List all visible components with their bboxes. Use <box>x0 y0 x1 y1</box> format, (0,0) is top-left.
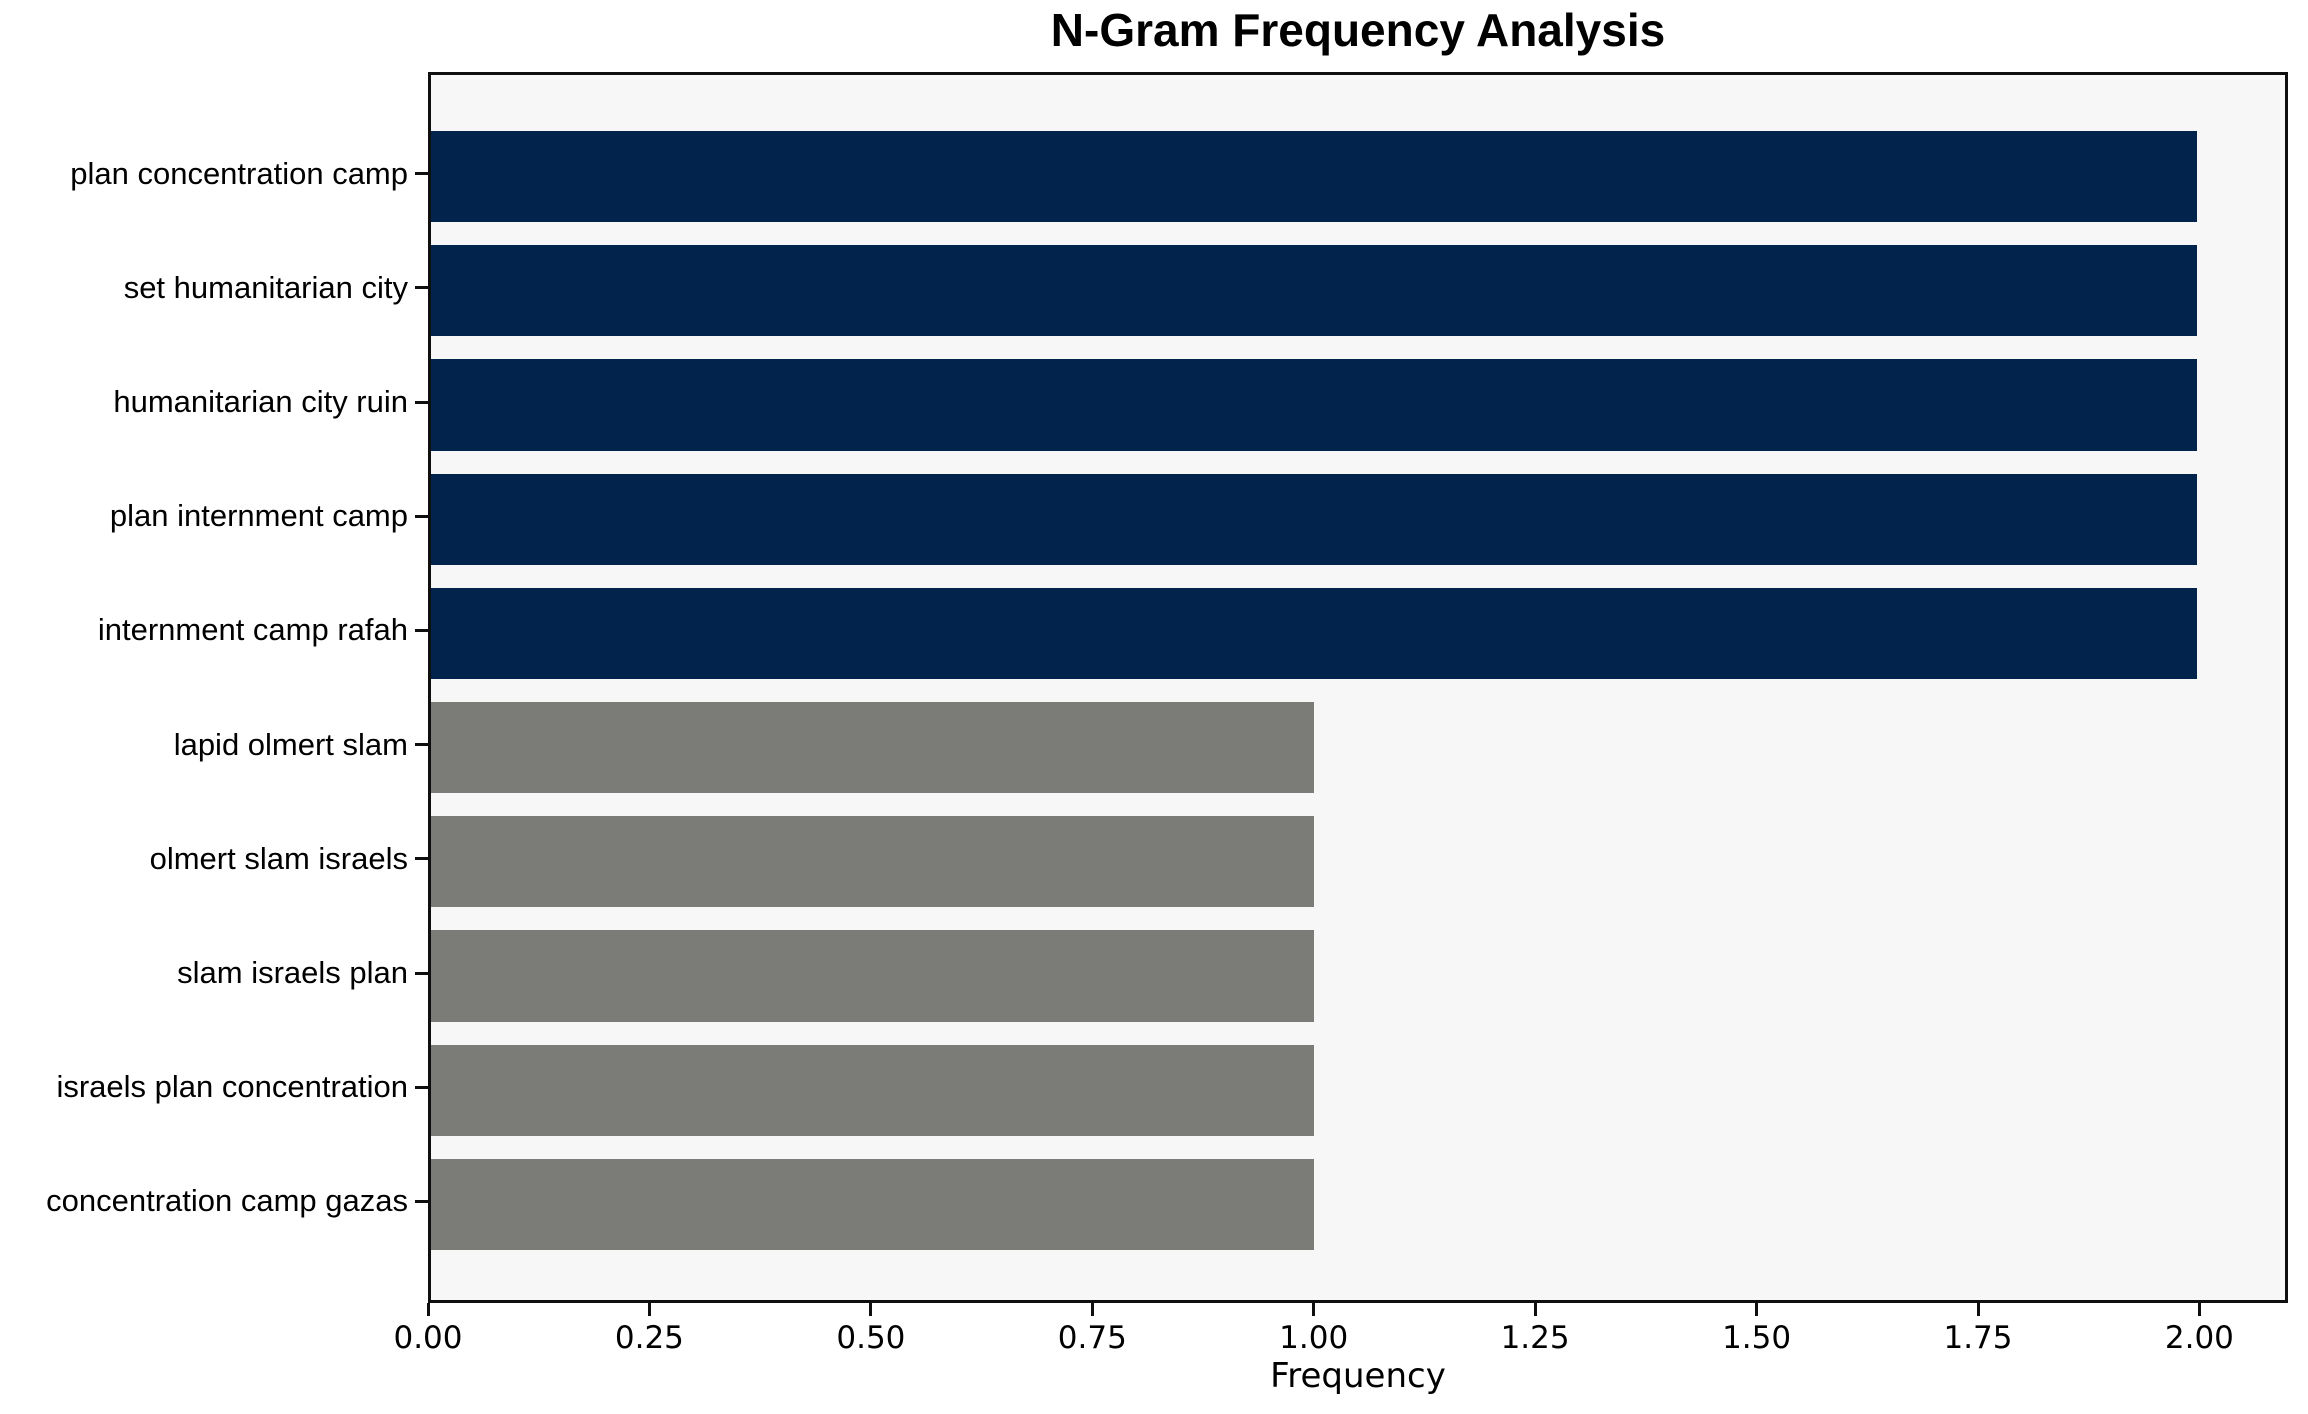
y-axis-tick <box>415 514 428 518</box>
x-tick-label: 1.25 <box>1500 1320 1570 1356</box>
x-axis-tick <box>2197 1303 2201 1316</box>
x-axis-tick <box>869 1303 873 1316</box>
y-axis-tick <box>415 172 428 176</box>
x-tick-label: 1.50 <box>1722 1320 1792 1356</box>
bar <box>431 1044 1314 1136</box>
bar <box>431 816 1314 908</box>
plot-area <box>428 72 2288 1303</box>
x-axis-tick <box>1976 1303 1980 1316</box>
bar <box>431 930 1314 1022</box>
x-tick-label: 2.00 <box>2164 1320 2234 1356</box>
x-axis-tick <box>1090 1303 1094 1316</box>
bar <box>431 701 1314 794</box>
x-axis-tick <box>1312 1303 1316 1316</box>
bar <box>431 1158 1314 1251</box>
y-tick-label: humanitarian city ruin <box>113 384 408 419</box>
y-tick-label: olmert slam israels <box>149 840 408 876</box>
y-tick-label: israels plan concentration <box>56 1069 408 1105</box>
x-tick-label: 0.00 <box>393 1320 463 1356</box>
y-axis-tick <box>415 1199 428 1203</box>
x-axis-tick <box>1533 1303 1537 1316</box>
x-tick-label: 1.75 <box>1943 1320 2013 1356</box>
y-tick-label: set humanitarian city <box>123 269 408 305</box>
bar <box>431 245 2197 337</box>
y-tick-label: plan internment camp <box>109 498 408 534</box>
y-tick-label: internment camp rafah <box>97 612 408 648</box>
x-axis-tick <box>426 1303 430 1316</box>
x-axis-label: Frequency <box>1270 1356 1446 1396</box>
y-tick-label: lapid olmert slam <box>173 726 408 762</box>
x-tick-label: 0.25 <box>614 1320 684 1356</box>
y-axis-tick <box>415 400 428 404</box>
y-tick-label: plan concentration camp <box>70 155 408 191</box>
bar <box>431 587 2197 680</box>
bar <box>431 131 2197 223</box>
y-tick-label: slam israels plan <box>177 955 408 990</box>
x-tick-label: 1.00 <box>1279 1320 1349 1356</box>
y-axis-tick <box>415 1085 428 1089</box>
x-axis-tick <box>1755 1303 1759 1316</box>
y-axis-tick <box>415 628 428 632</box>
y-axis-tick <box>415 857 428 861</box>
y-axis-tick <box>415 743 428 747</box>
x-tick-label: 0.50 <box>836 1320 906 1356</box>
y-axis-tick <box>415 971 428 975</box>
x-axis-tick <box>647 1303 651 1316</box>
y-tick-label: concentration camp gazas <box>46 1183 408 1219</box>
bar <box>431 473 2197 565</box>
y-axis-tick <box>415 286 428 290</box>
bar <box>431 359 2197 451</box>
chart-title: N-Gram Frequency Analysis <box>1050 4 1666 56</box>
x-tick-label: 0.75 <box>1057 1320 1127 1356</box>
